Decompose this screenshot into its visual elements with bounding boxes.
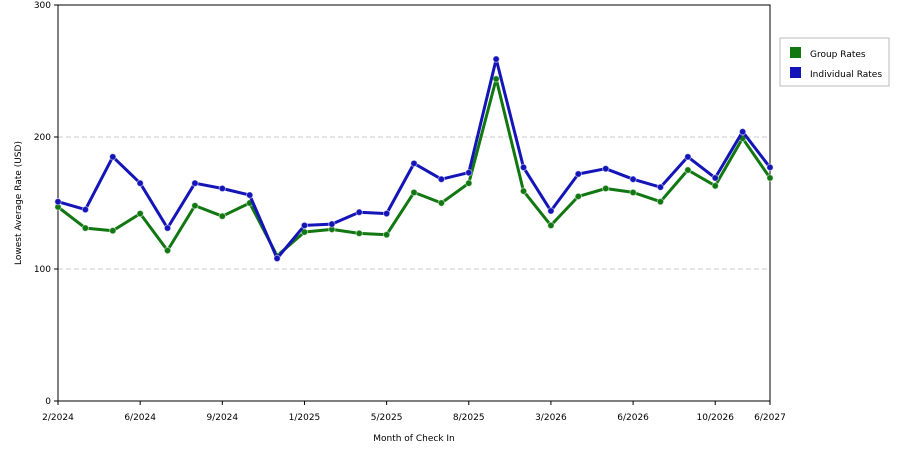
data-point-individual-rates: [163, 224, 172, 232]
legend-label-group-rates: Group Rates: [810, 50, 866, 60]
data-point-group-rates: [766, 174, 774, 182]
y-axis: 0 100 200 300: [34, 1, 58, 407]
legend-swatch-individual-rates: [790, 67, 801, 78]
data-point-group-rates: [574, 192, 583, 201]
x-axis: 2/2024 6/2024 9/2024 1/2025 5/2025 8/2025 3/20…: [42, 401, 786, 423]
data-point-individual-rates: [109, 153, 117, 161]
data-point-group-rates: [547, 221, 555, 230]
data-point-group-rates: [191, 201, 199, 210]
data-point-individual-rates: [547, 207, 555, 215]
data-point-group-rates: [601, 184, 610, 193]
data-point-group-rates: [218, 212, 227, 220]
data-point-individual-rates: [300, 221, 309, 230]
data-point-individual-rates: [574, 170, 583, 178]
data-point-individual-rates: [629, 175, 637, 183]
data-point-individual-rates: [465, 168, 473, 177]
x-axis-title: Month of Check In: [373, 434, 455, 444]
data-point-individual-rates: [54, 197, 62, 206]
data-point-group-rates: [492, 75, 500, 83]
legend-swatch-group-rates: [790, 47, 801, 58]
data-point-group-rates: [163, 246, 172, 255]
data-point-individual-rates: [218, 184, 227, 193]
y-axis-title: Lowest Average Rate (USD): [14, 141, 24, 265]
data-point-group-rates: [656, 197, 665, 206]
data-point-individual-rates: [519, 163, 528, 172]
x-tick-label: 1/2025: [289, 413, 321, 423]
data-point-individual-rates: [355, 208, 363, 216]
data-point-individual-rates: [492, 55, 500, 63]
data-point-individual-rates: [81, 205, 90, 214]
data-point-individual-rates: [656, 183, 665, 191]
data-point-group-rates: [437, 199, 446, 207]
y-tick-label: 0: [45, 397, 51, 407]
x-tick-label: 10/2026: [697, 413, 735, 423]
data-point-group-rates: [629, 188, 637, 197]
x-tick-label: 6/2024: [124, 413, 156, 423]
y-tick-label: 200: [34, 133, 51, 143]
x-tick-label: 6/2027: [754, 413, 786, 423]
data-point-individual-rates: [684, 153, 692, 161]
data-point-group-rates: [382, 230, 391, 239]
data-point-group-rates: [355, 229, 363, 238]
y-tick-label: 100: [34, 265, 51, 275]
data-point-group-rates: [519, 187, 528, 195]
x-tick-label: 3/2026: [535, 413, 567, 423]
data-point-individual-rates: [328, 220, 336, 228]
y-tick-label: 300: [34, 1, 51, 11]
x-tick-label: 9/2024: [206, 413, 238, 423]
x-tick-label: 5/2025: [371, 413, 403, 423]
data-point-individual-rates: [738, 128, 747, 136]
data-point-individual-rates: [437, 175, 446, 183]
data-point-individual-rates: [245, 191, 254, 199]
legend: Group Rates Individual Rates: [779, 37, 890, 87]
x-tick-label: 6/2026: [617, 413, 649, 423]
data-point-group-rates: [465, 179, 473, 187]
gridlines: [58, 136, 770, 270]
data-point-individual-rates: [191, 179, 199, 187]
x-tick-label: 8/2025: [453, 413, 485, 423]
data-point-individual-rates: [766, 163, 774, 172]
data-point-group-rates: [136, 209, 144, 218]
data-point-individual-rates: [273, 254, 281, 263]
data-point-group-rates: [81, 224, 90, 232]
data-point-individual-rates: [410, 159, 418, 168]
data-point-individual-rates: [711, 174, 719, 182]
legend-label-individual-rates: Individual Rates: [810, 70, 882, 80]
data-point-group-rates: [684, 166, 692, 174]
data-point-group-rates: [711, 182, 719, 190]
x-tick-label: 2/2024: [42, 413, 74, 423]
data-point-group-rates: [410, 188, 418, 197]
data-point-individual-rates: [382, 209, 391, 218]
series: [54, 55, 774, 263]
data-point-individual-rates: [601, 164, 610, 173]
data-point-group-rates: [109, 227, 117, 235]
data-point-individual-rates: [136, 179, 144, 187]
